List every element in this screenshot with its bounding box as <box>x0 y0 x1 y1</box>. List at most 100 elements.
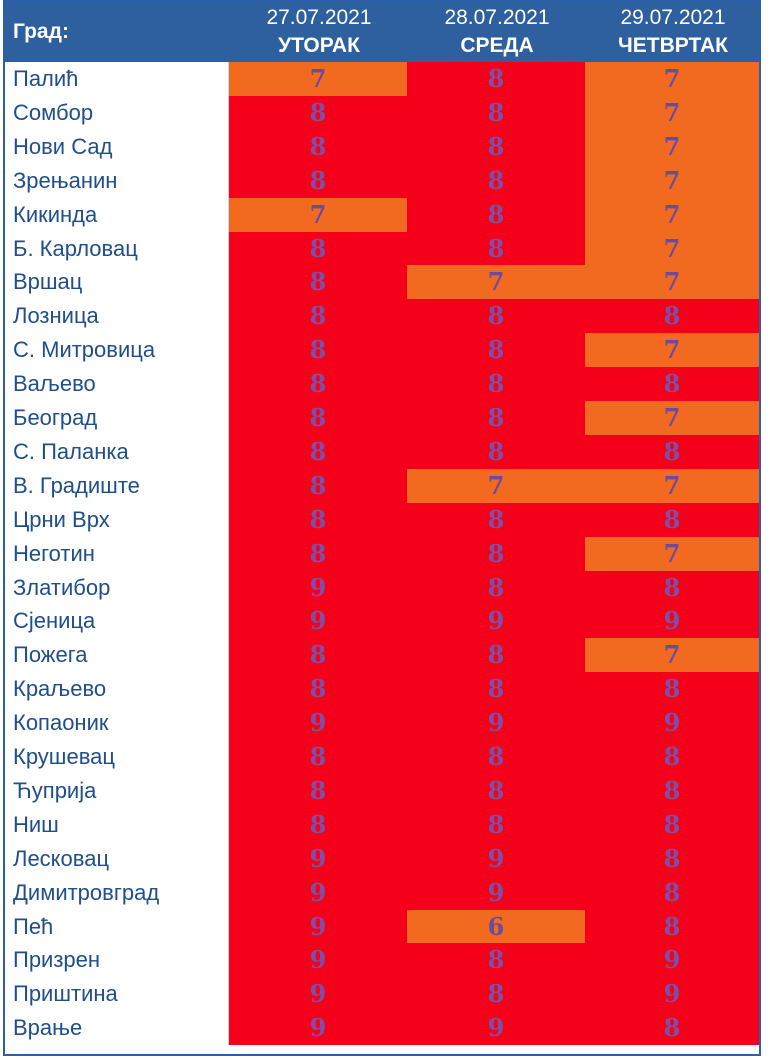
column-header-2: 28.07.2021 СРЕДА <box>409 4 585 60</box>
uv-value-cell: 8 <box>229 129 407 164</box>
uv-value-cell: 8 <box>229 367 407 402</box>
uv-value-cell: 8 <box>585 875 759 910</box>
city-name: Ниш <box>5 807 229 842</box>
uv-value-cell: 8 <box>407 434 585 469</box>
uv-value-cell: 8 <box>407 672 585 707</box>
table-row: Сомбор 8 8 7 <box>5 95 759 130</box>
uv-value-cell: 8 <box>585 740 759 774</box>
uv-value-cell: 7 <box>229 62 407 96</box>
city-column-header: Град: <box>13 20 69 43</box>
city-name: Пећ <box>5 909 229 944</box>
table-row: Црни Врх 8 8 8 <box>5 502 759 537</box>
table-row: Кикинда 7 8 7 <box>5 197 759 232</box>
uv-value-cell: 8 <box>229 163 407 198</box>
uv-value-cell: 8 <box>585 1011 759 1046</box>
city-name: Пожега <box>5 638 229 673</box>
table-row: Лесковац 9 9 8 <box>5 841 759 876</box>
uv-value-cell: 9 <box>407 604 585 639</box>
uv-value-cell: 9 <box>585 943 759 978</box>
uv-value-cell: 8 <box>585 672 759 707</box>
city-name: Б. Карловац <box>5 231 229 266</box>
uv-value-cell: 8 <box>229 265 407 300</box>
uv-value-cell: 8 <box>585 807 759 842</box>
uv-value-cell: 8 <box>229 434 407 469</box>
uv-value-cell: 8 <box>585 299 759 334</box>
table-row: Вршац 8 7 7 <box>5 265 759 300</box>
uv-value-cell: 8 <box>585 367 759 402</box>
uv-value-cell: 8 <box>407 333 585 368</box>
uv-value-cell: 7 <box>585 129 759 164</box>
uv-value-cell: 8 <box>229 807 407 842</box>
uv-value-cell: 8 <box>229 333 407 368</box>
city-name: Ћуприја <box>5 773 229 808</box>
city-name: С. Митровица <box>5 333 229 368</box>
table-row: Б. Карловац 8 8 7 <box>5 231 759 266</box>
city-name: Приштина <box>5 977 229 1012</box>
column-header-3: 29.07.2021 ЧЕТВРТАК <box>585 4 761 60</box>
uv-value-cell: 7 <box>585 62 759 96</box>
uv-value-cell: 6 <box>407 909 585 944</box>
table-row: Приштина 9 8 9 <box>5 977 759 1012</box>
uv-value-cell: 7 <box>585 265 759 300</box>
city-name: В. Градиште <box>5 468 229 503</box>
table-row: Неготин 8 8 7 <box>5 536 759 571</box>
column-date: 27.07.2021 <box>266 6 372 29</box>
city-name: Зрењанин <box>5 163 229 198</box>
uv-value-cell: 8 <box>229 95 407 130</box>
uv-value-cell: 8 <box>229 672 407 707</box>
uv-value-cell: 8 <box>585 841 759 876</box>
city-name: Вршац <box>5 265 229 300</box>
city-name: Призрен <box>5 943 229 978</box>
uv-value-cell: 9 <box>229 1011 407 1046</box>
uv-value-cell: 8 <box>407 943 585 978</box>
table-row: Нови Сад 8 8 7 <box>5 129 759 164</box>
uv-value-cell: 8 <box>407 231 585 266</box>
city-name: Лесковац <box>5 841 229 876</box>
city-name: Црни Врх <box>5 502 229 537</box>
table-row: Пећ 9 6 8 <box>5 909 759 944</box>
table-row: Врање 9 9 8 <box>5 1011 759 1046</box>
column-date: 28.07.2021 <box>444 6 550 29</box>
column-day: ЧЕТВРТАК <box>618 34 728 57</box>
uv-value-cell: 8 <box>229 502 407 537</box>
table-row: Златибор 9 8 8 <box>5 570 759 605</box>
uv-value-cell: 8 <box>229 773 407 808</box>
table-row: В. Градиште 8 7 7 <box>5 468 759 503</box>
uv-value-cell: 9 <box>585 604 759 639</box>
uv-value-cell: 8 <box>407 807 585 842</box>
table-row: Палић 7 8 7 <box>5 62 759 96</box>
uv-value-cell: 8 <box>585 434 759 469</box>
uv-value-cell: 8 <box>229 536 407 571</box>
uv-value-cell: 7 <box>585 95 759 130</box>
uv-value-cell: 9 <box>407 875 585 910</box>
uv-value-cell: 8 <box>407 62 585 96</box>
uv-value-cell: 7 <box>585 333 759 368</box>
uv-value-cell: 8 <box>407 299 585 334</box>
table-row: Ниш 8 8 8 <box>5 807 759 842</box>
table-row: Димитровград 9 9 8 <box>5 875 759 910</box>
uv-value-cell: 9 <box>229 875 407 910</box>
uv-value-cell: 8 <box>585 502 759 537</box>
uv-value-cell: 8 <box>407 570 585 605</box>
uv-value-cell: 7 <box>585 468 759 503</box>
table-row: С. Паланка 8 8 8 <box>5 434 759 469</box>
table-row: Сјеница 9 9 9 <box>5 604 759 639</box>
table-row: Београд 8 8 7 <box>5 401 759 435</box>
table-row: Ваљево 8 8 8 <box>5 367 759 402</box>
city-name: Златибор <box>5 570 229 605</box>
uv-value-cell: 9 <box>229 909 407 944</box>
table-row: Лозница 8 8 8 <box>5 299 759 334</box>
uv-value-cell: 7 <box>407 468 585 503</box>
uv-value-cell: 9 <box>585 977 759 1012</box>
uv-value-cell: 7 <box>585 638 759 673</box>
uv-value-cell: 8 <box>229 401 407 435</box>
uv-value-cell: 8 <box>229 231 407 266</box>
uv-value-cell: 7 <box>585 197 759 232</box>
uv-value-cell: 9 <box>407 1011 585 1046</box>
uv-value-cell: 8 <box>229 740 407 774</box>
column-date: 29.07.2021 <box>620 6 726 29</box>
table-row: Копаоник 9 9 9 <box>5 706 759 741</box>
table-row: Зрењанин 8 8 7 <box>5 163 759 198</box>
city-name: Димитровград <box>5 875 229 910</box>
uv-value-cell: 7 <box>407 265 585 300</box>
